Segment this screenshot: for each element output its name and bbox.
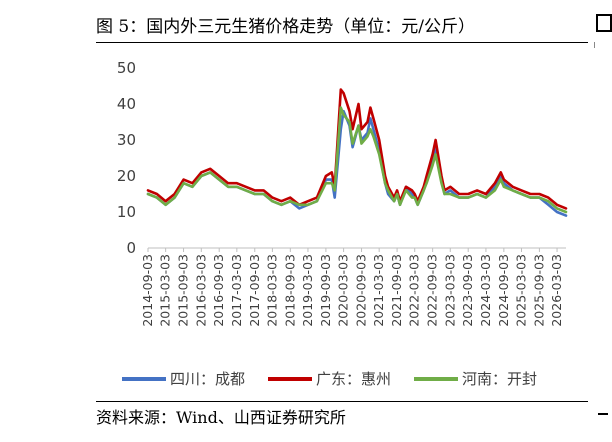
x-tick-label: 2021-03-03 [371, 254, 386, 327]
x-tick-label: 2016-09-03 [211, 254, 226, 327]
figure-title: 图 5：国内外三元生猪价格走势（单位：元/公斤） [96, 17, 475, 37]
x-tick-label: 2023-03-03 [442, 254, 457, 327]
y-tick-label: 0 [126, 239, 136, 257]
next-column-glyph-icon [596, 10, 612, 32]
line-chart: 0 10 20 30 40 50 2014-09-03 2015-03-03 2015-09-… [117, 59, 568, 388]
x-tick-label: 2018-03-03 [264, 254, 279, 327]
source-note: 资料来源：Wind、山西证券研究所 [96, 408, 346, 427]
x-tick-label: 2022-03-03 [407, 254, 422, 327]
legend: 四川：成都 广东：惠州 河南：开封 [122, 370, 537, 388]
y-tick-label: 50 [117, 59, 136, 77]
x-tick-label: 2025-09-03 [531, 254, 546, 327]
y-tick-label: 10 [117, 203, 136, 221]
column-divider [594, 42, 595, 48]
x-tick-label: 2015-09-03 [176, 254, 191, 327]
x-tick-label: 2024-09-03 [496, 254, 511, 327]
x-tick-label: 2020-09-03 [354, 254, 369, 327]
legend-label-0: 四川：成都 [170, 370, 245, 388]
y-tick-label: 40 [117, 95, 136, 113]
x-tick-label: 2020-03-03 [336, 254, 351, 327]
series-lines [146, 88, 568, 217]
y-tick-label: 20 [117, 167, 136, 185]
next-column-glyph-2-icon [598, 404, 612, 424]
x-tick-label: 2015-03-03 [158, 254, 173, 327]
x-tick-label: 2014-09-03 [140, 254, 155, 327]
x-tick-label: 2025-03-03 [513, 254, 528, 327]
bottom-rule [96, 401, 588, 402]
x-tick-label: 2016-03-03 [193, 254, 208, 327]
x-axis-ticks: 2014-09-03 2015-03-03 2015-09-03 2016-03-03… [140, 248, 564, 327]
x-tick-label: 2017-03-03 [229, 254, 244, 327]
y-axis-ticks: 0 10 20 30 40 50 [117, 59, 136, 257]
x-tick-label: 2019-03-03 [300, 254, 315, 327]
x-tick-label: 2017-09-03 [247, 254, 262, 327]
top-rule [96, 42, 588, 43]
x-tick-label: 2024-03-03 [478, 254, 493, 327]
x-tick-label: 2019-09-03 [318, 254, 333, 327]
legend-label-1: 广东：惠州 [316, 370, 391, 388]
series-line-1 [146, 88, 568, 210]
x-tick-label: 2021-09-03 [389, 254, 404, 327]
x-tick-label: 2022-09-03 [425, 254, 440, 327]
x-tick-label: 2026-03-03 [549, 254, 564, 327]
legend-label-2: 河南：开封 [462, 370, 537, 388]
x-tick-label: 2023-09-03 [460, 254, 475, 327]
series-line-2 [146, 106, 568, 214]
y-tick-label: 30 [117, 131, 136, 149]
x-tick-label: 2018-09-03 [282, 254, 297, 327]
